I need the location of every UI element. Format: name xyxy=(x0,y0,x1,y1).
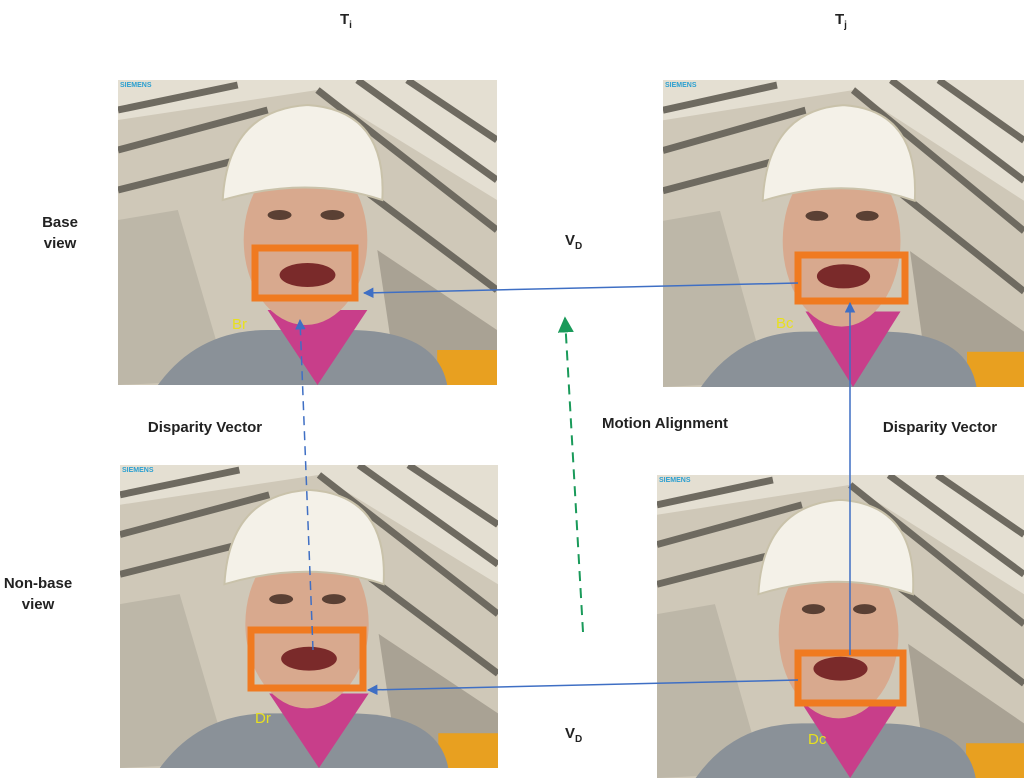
block-label: Dr xyxy=(255,710,271,727)
logo: SIEMENS xyxy=(120,82,152,89)
block-label: Bc xyxy=(776,315,794,332)
photo-nonbase-ti xyxy=(120,465,498,768)
block-box xyxy=(251,244,359,302)
logo: SIEMENS xyxy=(665,82,697,89)
block-box xyxy=(247,626,367,692)
block-label: Dc xyxy=(808,731,827,748)
column-label: Tj xyxy=(835,11,847,31)
vector-label: VD xyxy=(565,232,582,252)
column-label: Ti xyxy=(340,11,352,31)
arrow-motion xyxy=(557,316,584,633)
arrow-dashed xyxy=(295,318,314,651)
row-label: view xyxy=(22,596,55,613)
blocks xyxy=(247,244,909,707)
photo-base-tj xyxy=(663,80,1024,387)
block-box xyxy=(794,251,909,305)
arrow-label: Motion Alignment xyxy=(602,415,728,432)
vector-label: VD xyxy=(565,725,582,745)
row-label: Non-base xyxy=(4,575,72,592)
arrow xyxy=(366,679,799,696)
row-label: Base xyxy=(42,214,78,231)
block-label: Br xyxy=(232,316,247,333)
photo-nonbase-tj xyxy=(657,475,1024,778)
logo: SIEMENS xyxy=(659,477,691,484)
row-label: view xyxy=(44,235,77,252)
arrow-label: Disparity Vector xyxy=(883,419,997,436)
arrow-label: Disparity Vector xyxy=(148,419,262,436)
photo-base-ti xyxy=(118,80,497,385)
logo: SIEMENS xyxy=(122,467,154,474)
arrow xyxy=(362,282,799,299)
